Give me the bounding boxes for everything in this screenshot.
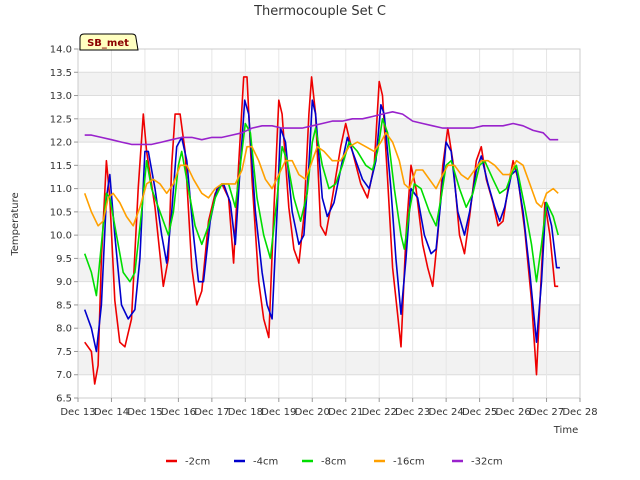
x-tick-label: Dec 27 — [529, 407, 564, 418]
x-tick-label: Dec 14 — [94, 407, 129, 418]
x-tick-label: Dec 28 — [562, 407, 597, 418]
y-axis-ticks: 6.5 7.0 7.5 8.0 8.5 9.0 9.5 10.0 10.5 11.0 11.5 12.… — [50, 45, 78, 405]
y-tick-label: 8.0 — [56, 324, 72, 335]
y-tick-label: 10.0 — [50, 231, 72, 242]
legend: -2cm -4cm -8cm -16cm -32cm — [166, 457, 503, 468]
series-lines — [83, 76, 560, 385]
x-tick-label: Dec 26 — [495, 407, 530, 418]
y-tick-label: 7.5 — [56, 347, 72, 358]
background-band — [78, 304, 580, 329]
x-tick-label: Dec 24 — [429, 407, 464, 418]
legend-label: -16cm — [393, 457, 425, 468]
x-tick-label: Dec 20 — [295, 407, 330, 418]
x-tick-label: Dec 15 — [127, 407, 162, 418]
x-axis-label: Time — [553, 425, 578, 436]
background-band — [78, 211, 580, 236]
x-tick-label: Dec 18 — [228, 407, 263, 418]
y-tick-label: 7.0 — [56, 370, 72, 381]
badge-shape — [79, 33, 139, 51]
series-line — [84, 111, 559, 146]
x-tick-label: Dec 17 — [194, 407, 229, 418]
y-tick-label: 13.5 — [50, 68, 72, 79]
x-tick-label: Dec 21 — [328, 407, 363, 418]
x-tick-label: Dec 19 — [261, 407, 296, 418]
chart-title: Thermocouple Set C — [253, 4, 386, 19]
background-band — [78, 72, 580, 96]
badge-label: SB_met — [87, 38, 129, 49]
y-tick-label: 13.0 — [50, 91, 72, 102]
plot-background-bands — [78, 72, 580, 375]
x-tick-label: Dec 25 — [462, 407, 497, 418]
background-band — [78, 351, 580, 375]
x-tick-label: Dec 23 — [395, 407, 430, 418]
legend-label: -8cm — [321, 457, 346, 468]
y-tick-label: 9.0 — [56, 277, 72, 288]
y-tick-label: 10.5 — [50, 207, 72, 218]
legend-label: -4cm — [253, 457, 278, 468]
y-tick-label: 9.5 — [56, 254, 72, 265]
y-tick-label: 12.5 — [50, 114, 72, 125]
background-band — [78, 118, 580, 143]
series-line — [83, 132, 559, 227]
y-tick-label: 8.5 — [56, 300, 72, 311]
x-tick-label: Dec 16 — [161, 407, 196, 418]
series-line — [83, 99, 560, 353]
legend-label: -32cm — [471, 457, 503, 468]
legend-label: -2cm — [185, 457, 210, 468]
y-tick-label: 12.0 — [50, 138, 72, 149]
x-tick-label: Dec 13 — [60, 407, 95, 418]
y-tick-label: 11.5 — [50, 161, 72, 172]
series-line — [83, 118, 559, 297]
station-badge: SB_met — [79, 33, 139, 51]
y-tick-label: 14.0 — [50, 45, 72, 56]
y-tick-label: 6.5 — [56, 394, 72, 405]
x-tick-label: Dec 22 — [362, 407, 397, 418]
y-tick-label: 11.0 — [50, 184, 72, 195]
y-axis-label: Temperature — [10, 192, 21, 256]
background-band — [78, 258, 580, 282]
plot-frame — [77, 48, 581, 399]
